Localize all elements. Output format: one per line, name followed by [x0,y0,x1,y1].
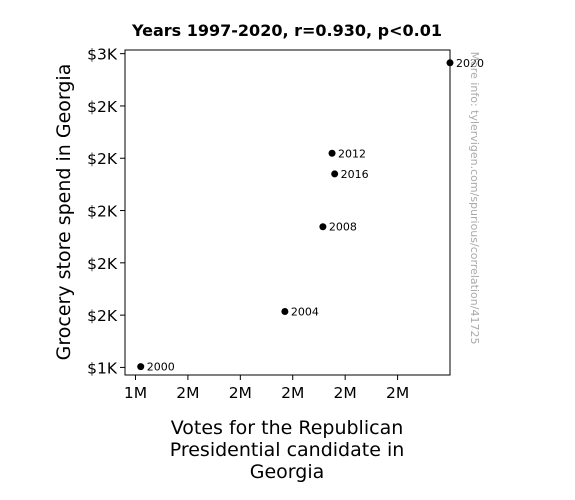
y-tick-label: $2K [87,150,118,168]
plot-area [124,49,451,376]
x-tick-label: 2M [281,384,304,402]
data-points: 2000 2004 2008 2012 2016 2020 [137,57,484,374]
x-tick-label: 2M [229,384,252,402]
x-axis: 1M 2M 2M 2M 2M 2M [124,375,409,402]
data-point-label: 2000 [147,361,175,374]
data-point [281,307,289,315]
x-axis-label-line: Georgia [250,461,325,483]
data-point [319,223,327,231]
data-point-label: 2004 [291,305,319,318]
data-point [137,363,145,371]
y-axis-label: Grocery store spend in Georgia [53,64,75,361]
y-tick-label: $3K [87,46,118,64]
data-point [328,149,336,157]
y-tick-label: $2K [87,307,118,325]
x-axis-label-line: Presidential candidate in [170,439,405,461]
y-axis: $1K $2K $2K $2K $2K $2K $3K [87,46,125,377]
x-axis-label-line: Votes for the Republican [171,417,404,439]
data-point-label: 2016 [341,168,369,181]
data-point [331,170,339,178]
x-tick-label: 2M [176,384,199,402]
watermark-text: More info: tylervigen.com/spurious/corre… [468,52,481,345]
x-tick-label: 2M [334,384,357,402]
y-tick-label: $2K [87,203,118,221]
data-point-label: 2012 [338,147,366,160]
y-tick-label: $1K [87,359,118,377]
y-tick-label: $2K [87,98,118,116]
data-point-label: 2020 [456,57,484,70]
x-tick-label: 2M [386,384,409,402]
chart-title: Years 1997-2020, r=0.930, p<0.01 [131,21,442,40]
x-tick-label: 1M [124,384,147,402]
data-point-label: 2008 [329,221,357,234]
data-point [446,59,454,67]
y-tick-label: $2K [87,255,118,273]
